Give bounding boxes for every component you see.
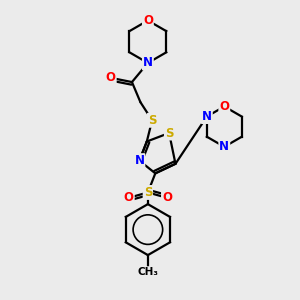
Text: O: O — [124, 191, 134, 204]
Text: N: N — [219, 140, 229, 153]
Text: CH₃: CH₃ — [137, 267, 158, 277]
Text: O: O — [106, 71, 116, 84]
Text: S: S — [165, 127, 173, 140]
Text: N: N — [143, 56, 153, 70]
Text: O: O — [219, 100, 229, 113]
Text: N: N — [202, 110, 212, 123]
Text: O: O — [162, 191, 172, 204]
Text: S: S — [144, 186, 152, 199]
Text: S: S — [148, 114, 156, 127]
Text: O: O — [143, 14, 153, 27]
Text: N: N — [134, 154, 144, 167]
